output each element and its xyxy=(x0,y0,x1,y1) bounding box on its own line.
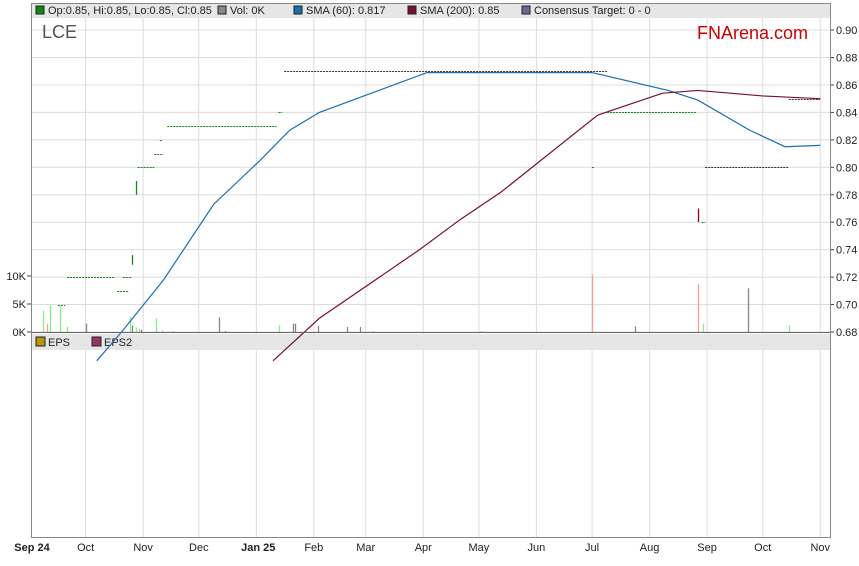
x-tick-label: Sep xyxy=(697,542,717,554)
legend-bar xyxy=(31,3,830,18)
legend-swatch xyxy=(293,5,303,15)
vol-tick-label: 0K xyxy=(13,327,27,339)
x-tick-label: Dec xyxy=(189,542,209,554)
x-tick-label: Sep 24 xyxy=(14,542,50,554)
legend-swatch xyxy=(217,5,227,15)
y-tick-label: 0.90 xyxy=(836,25,857,37)
vol-tick-label: 5K xyxy=(13,299,27,311)
vol-tick-label: 10K xyxy=(6,271,26,283)
x-tick-label: Jul xyxy=(585,542,599,554)
x-tick-label: Oct xyxy=(77,542,94,554)
y-tick-label: 0.74 xyxy=(836,245,857,257)
x-tick-label: Apr xyxy=(415,542,432,554)
y-tick-label: 0.86 xyxy=(836,80,857,92)
y-tick-label: 0.82 xyxy=(836,135,857,147)
eps-legend-swatch xyxy=(91,336,102,347)
y-tick-label: 0.88 xyxy=(836,53,857,65)
y-tick-label: 0.76 xyxy=(836,217,857,229)
ticker-label: LCE xyxy=(42,22,77,42)
legend-label: SMA (60): 0.817 xyxy=(306,5,386,17)
x-tick-label: Aug xyxy=(640,542,660,554)
x-tick-label: Feb xyxy=(304,542,323,554)
y-tick-label: 0.80 xyxy=(836,162,857,174)
x-tick-label: Nov xyxy=(133,542,153,554)
plot-border xyxy=(31,3,831,538)
y-tick-label: 0.84 xyxy=(836,107,857,119)
legend-label: Consensus Target: 0 - 0 xyxy=(534,5,651,17)
legend-swatch xyxy=(521,5,531,15)
x-tick-label: Oct xyxy=(754,542,771,554)
sma-60-line xyxy=(96,71,821,362)
legend-swatch xyxy=(407,5,417,15)
eps-legend-label: EPS2 xyxy=(104,337,132,349)
legend-label: SMA (200): 0.85 xyxy=(420,5,500,17)
legend-label: Op:0.85, Hi:0.85, Lo:0.85, Cl:0.85 xyxy=(48,5,212,17)
x-tick-label: Mar xyxy=(356,542,375,554)
brand-watermark: FNArena.com xyxy=(697,23,808,43)
eps-legend-bar xyxy=(31,334,830,350)
x-tick-label: Nov xyxy=(810,542,830,554)
y-tick-label: 0.78 xyxy=(836,190,857,202)
eps-legend-label: EPS xyxy=(48,337,70,349)
y-tick-label: 0.70 xyxy=(836,300,857,312)
y-tick-label: 0.68 xyxy=(836,327,857,339)
legend-swatch xyxy=(35,5,45,15)
plot-area xyxy=(31,3,830,537)
y-tick-label: 0.72 xyxy=(836,272,857,284)
sma-200-line xyxy=(272,89,821,362)
x-tick-label: May xyxy=(469,542,490,554)
eps-legend-swatch xyxy=(35,336,46,347)
x-tick-label: Jun xyxy=(528,542,546,554)
legend-label: Vol: 0K xyxy=(230,5,266,17)
x-tick-label: Jan 25 xyxy=(241,542,275,554)
